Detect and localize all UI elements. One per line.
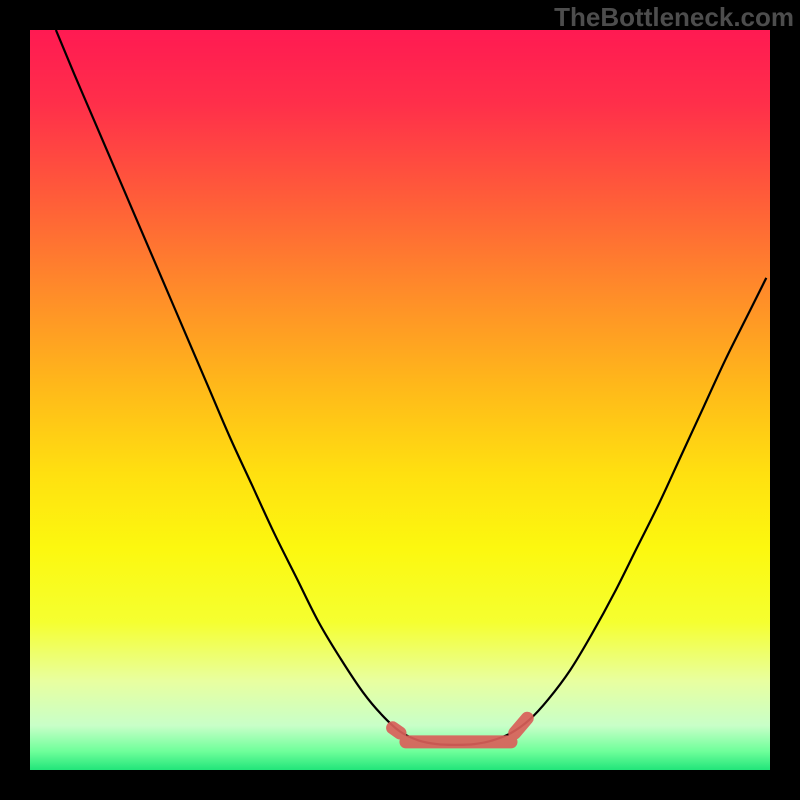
watermark-label: TheBottleneck.com xyxy=(554,2,794,33)
plot-area xyxy=(30,30,770,770)
gradient-background xyxy=(30,30,770,770)
plot-svg xyxy=(30,30,770,770)
